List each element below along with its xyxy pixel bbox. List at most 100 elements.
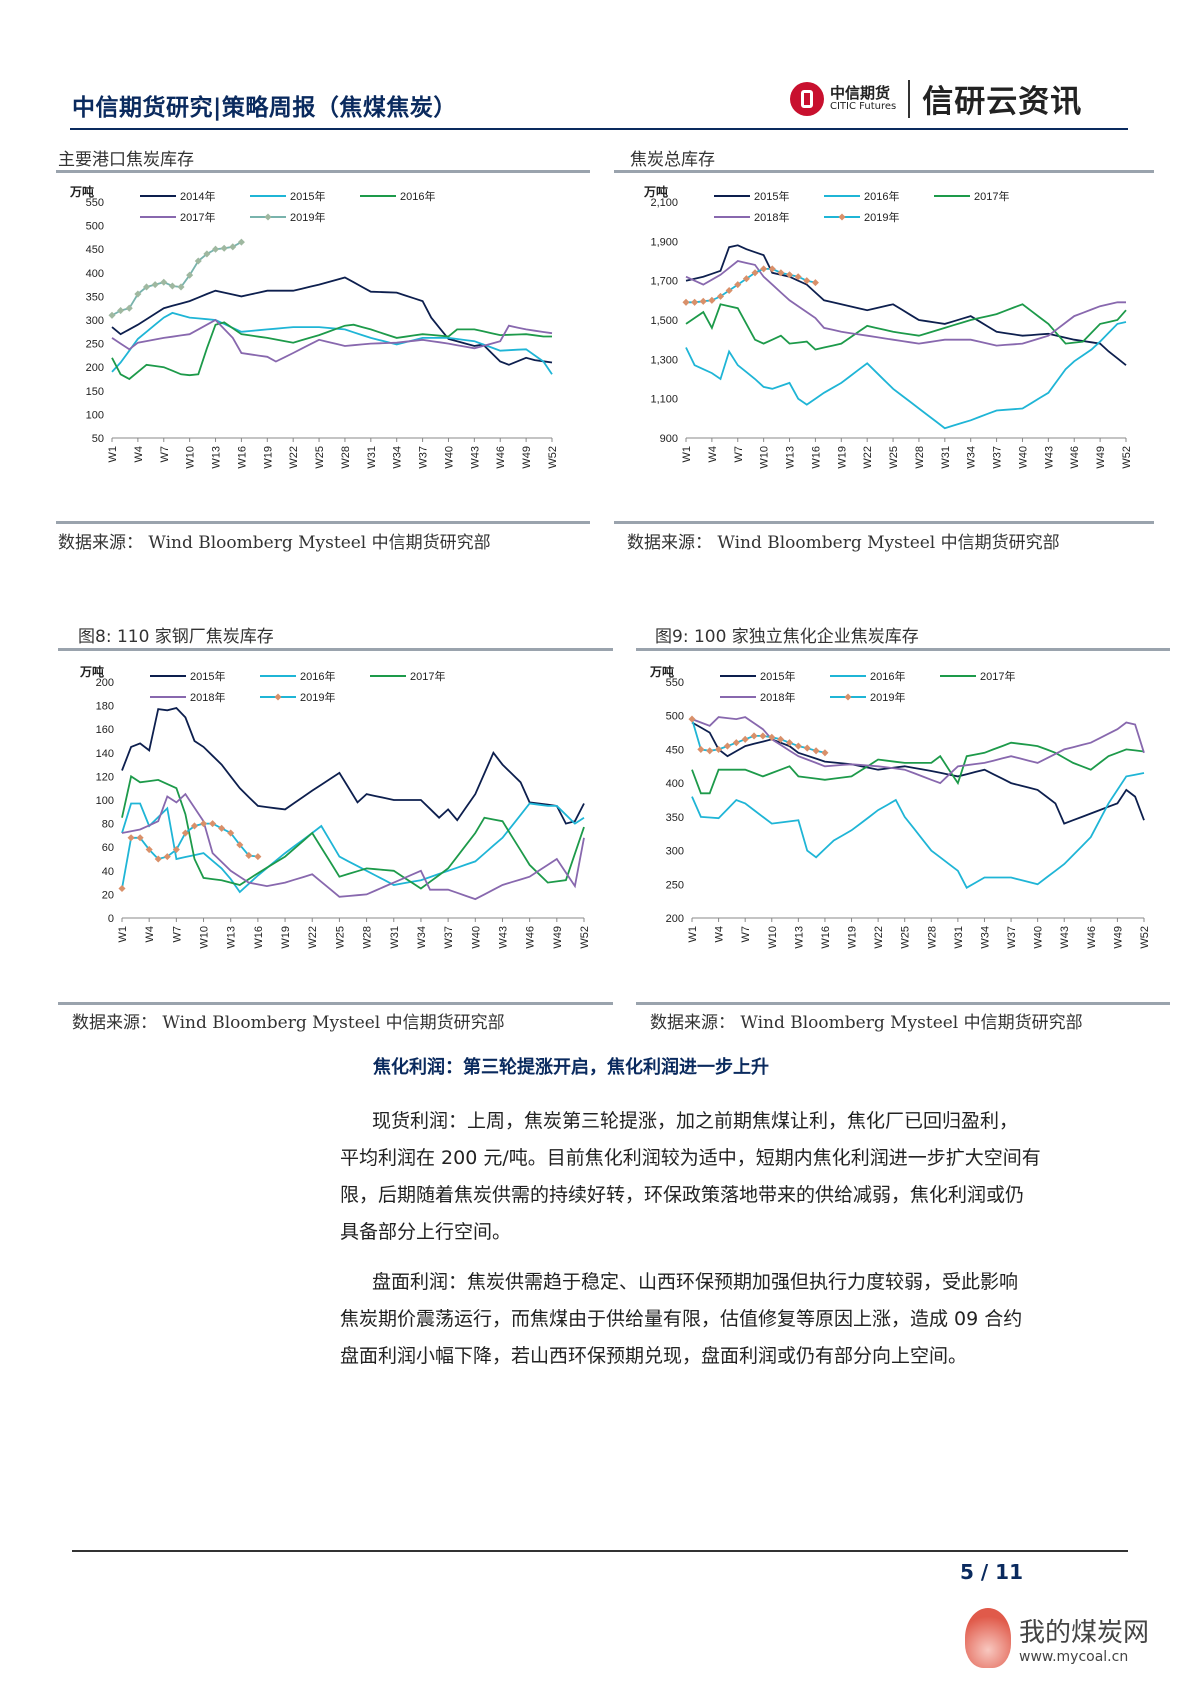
x-tick-label: W49	[521, 446, 533, 469]
legend-marker	[844, 693, 852, 701]
series-marker	[203, 250, 211, 258]
legend-label: 2018年	[760, 690, 795, 704]
x-tick-label: W34	[979, 926, 991, 949]
series-line-2019年	[121, 822, 259, 889]
x-tick-label: W37	[443, 926, 455, 949]
panel-rule	[58, 648, 613, 651]
x-tick-label: W22	[307, 926, 319, 949]
paragraph-line: 现货利润：上周，焦炭第三轮提涨，加之前期焦煤让利，焦化厂已回归盈利，	[372, 1110, 1019, 1132]
x-tick-label: W1	[107, 446, 119, 463]
data-source: 数据来源： Wind Bloomberg Mysteel 中信期货研究部	[650, 1013, 1083, 1033]
watermark-name: 我的煤炭网	[1019, 1617, 1150, 1648]
series-marker	[794, 273, 802, 281]
x-tick-label: W49	[1095, 446, 1107, 469]
y-tick-label: 300	[86, 315, 104, 327]
y-tick-label: 200	[86, 362, 104, 374]
series-line-2016年	[121, 802, 585, 894]
x-tick-label: W28	[340, 446, 352, 469]
y-tick-label: 40	[102, 866, 114, 878]
x-tick-label: W13	[785, 446, 797, 469]
paragraph-line: 平均利润在 200 元/吨。目前焦化利润较为适中，短期内焦化利润进一步扩大空间有	[340, 1147, 1041, 1169]
series-marker	[160, 278, 168, 286]
y-tick-label: 500	[666, 711, 684, 723]
x-tick-label: W40	[1017, 446, 1029, 469]
y-tick-label: 80	[102, 819, 114, 831]
panel-rule	[56, 521, 590, 524]
x-tick-label: W19	[847, 926, 859, 949]
paragraph-line: 盘面利润小幅下降，若山西环保预期兑现，盘面利润或仍有部分向上空间。	[340, 1345, 968, 1367]
x-tick-label: W28	[914, 446, 926, 469]
series-marker	[245, 851, 253, 859]
flame-logo-icon	[965, 1608, 1011, 1668]
series-line-2018年	[121, 792, 585, 901]
data-source: 数据来源： Wind Bloomberg Mysteel 中信期货研究部	[58, 533, 491, 553]
citic-logo-icon	[790, 81, 824, 116]
legend-label: 2017年	[980, 669, 1015, 683]
x-tick-label: W31	[940, 446, 952, 469]
x-tick-label: W46	[495, 446, 507, 469]
x-tick-label: W10	[759, 446, 771, 469]
y-tick-label: 1,100	[650, 394, 678, 406]
y-axis-unit: 万吨	[69, 184, 94, 199]
series-marker	[699, 297, 707, 305]
series-marker	[723, 742, 731, 750]
x-tick-label: W28	[926, 926, 938, 949]
y-axis-unit: 万吨	[649, 664, 674, 679]
series-marker	[697, 745, 705, 753]
legend-label: 2016年	[400, 189, 435, 203]
series-line-2016年	[111, 321, 552, 381]
panel-rule	[614, 170, 1154, 173]
x-tick-label: W7	[171, 926, 183, 943]
series-marker	[168, 282, 176, 290]
x-tick-label: W43	[469, 446, 481, 469]
x-tick-label: W7	[740, 926, 752, 943]
series-marker	[732, 739, 740, 747]
x-tick-label: W4	[144, 926, 156, 943]
paragraph-line: 焦炭期价震荡运行，而焦煤由于供给量有限，估值修复等原因上涨，造成 09 合约	[340, 1308, 1023, 1330]
legend-label: 2014年	[180, 189, 215, 203]
chart-total-coke-inventory: 万吨 900 1,100 1,300 1,500 1,700 1,900 2,100 W1 W4 W…	[643, 184, 1133, 469]
series-marker	[759, 732, 767, 740]
x-tick-label: W19	[262, 446, 274, 469]
panel-title-steel-mill-inventory: 图8: 110 家钢厂焦炭库存	[78, 627, 274, 647]
x-tick-label: W4	[714, 926, 726, 943]
y-tick-label: 550	[86, 197, 104, 209]
y-tick-label: 1,300	[650, 354, 678, 366]
paragraph-line: 盘面利润：焦炭供需趋于稳定、山西环保预期加强但执行力度较弱，受此影响	[372, 1271, 1019, 1293]
x-tick-label: W31	[389, 926, 401, 949]
series-line-2015年	[691, 721, 1145, 825]
x-tick-label: W4	[133, 446, 145, 463]
legend-marker	[264, 213, 272, 221]
x-tick-label: W1	[117, 926, 129, 943]
series-marker	[750, 732, 758, 740]
x-tick-label: W22	[873, 926, 885, 949]
x-tick-label: W22	[288, 446, 300, 469]
paragraph-futures-profit: 盘面利润：焦炭供需趋于稳定、山西环保预期加强但执行力度较弱，受此影响 焦炭期价震…	[340, 1264, 1110, 1375]
y-tick-label: 20	[102, 889, 114, 901]
series-marker	[218, 824, 226, 832]
series-marker	[117, 307, 125, 315]
y-axis-unit: 万吨	[643, 184, 668, 199]
x-tick-label: W13	[211, 446, 223, 469]
legend-label: 2017年	[974, 189, 1009, 203]
legend-label: 2017年	[180, 210, 215, 224]
x-tick-label: W52	[1139, 926, 1151, 949]
y-tick-label: 150	[86, 386, 104, 398]
series-marker	[237, 238, 245, 246]
x-tick-label: W40	[1033, 926, 1045, 949]
y-tick-label: 250	[666, 879, 684, 891]
series-line-2019年	[111, 241, 242, 317]
y-tick-label: 100	[86, 409, 104, 421]
x-tick-label: W13	[226, 926, 238, 949]
x-tick-label: W10	[767, 926, 779, 949]
series-line-2017年	[111, 318, 553, 363]
legend-label: 2015年	[754, 189, 789, 203]
x-tick-label: W31	[366, 446, 378, 469]
chart-coking-plant-coke-inventory: 万吨 200 250 300 350 400 450 500 550 W1 W4 W7 W10 W13 W1…	[649, 664, 1151, 949]
legend-label: 2015年	[190, 669, 225, 683]
x-tick-label: W49	[552, 926, 564, 949]
panel-title-total-inventory: 焦炭总库存	[630, 150, 715, 170]
chart-port-coke-inventory: 万吨 50 100 150 200 250 300 350 400 450 500 550 W1 W4 W7…	[69, 184, 559, 469]
x-tick-label: W1	[681, 446, 693, 463]
y-tick-label: 1,700	[650, 276, 678, 288]
